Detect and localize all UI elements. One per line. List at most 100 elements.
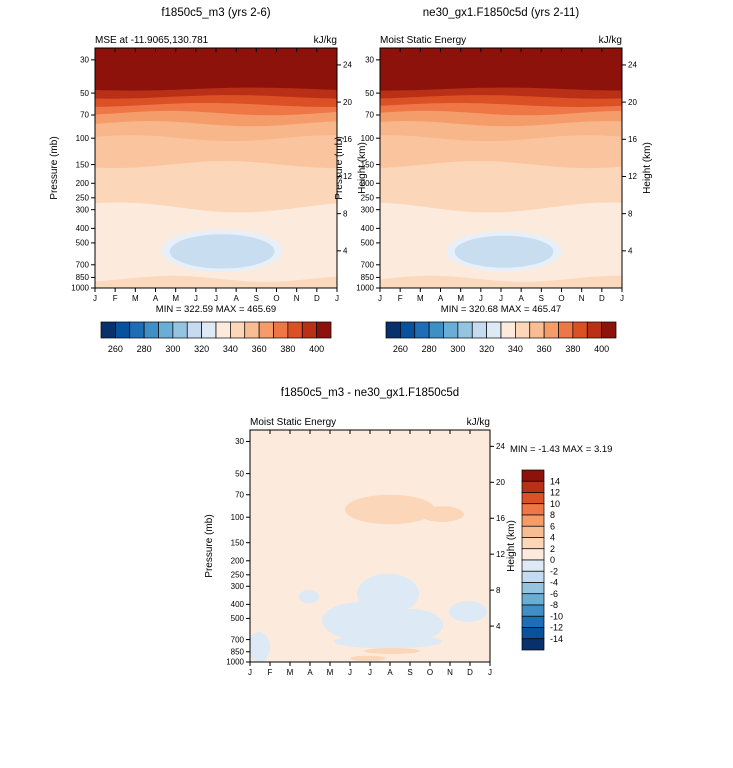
svg-text:-12: -12: [550, 623, 563, 633]
svg-text:O: O: [273, 294, 279, 303]
plot-axes: [246, 429, 494, 666]
svg-text:N: N: [294, 294, 300, 303]
panel-a-pressure-axis-title: Pressure (mb): [49, 136, 60, 199]
svg-text:12: 12: [343, 172, 352, 181]
svg-text:340: 340: [508, 344, 523, 354]
svg-text:J: J: [335, 294, 339, 303]
svg-text:300: 300: [165, 344, 180, 354]
svg-text:400: 400: [594, 344, 609, 354]
svg-text:2: 2: [550, 544, 555, 554]
svg-text:F: F: [268, 668, 273, 677]
svg-text:260: 260: [393, 344, 408, 354]
svg-text:700: 700: [76, 260, 90, 269]
panel-c-height-axis-title: Height (km): [506, 520, 517, 572]
svg-text:-6: -6: [550, 589, 558, 599]
tick-labels: J F M A M J J A S O N D J 30 50 70 100 150 200 250 300 400 500…: [71, 56, 352, 303]
panel-a-height-axis-title: Height (km): [357, 142, 368, 194]
svg-text:30: 30: [365, 56, 374, 65]
svg-text:24: 24: [628, 61, 637, 70]
panel-b-title: ne30_gx1.F1850c5d (yrs 2-11): [423, 7, 580, 19]
panel-b-minmax-stats: MIN = 320.68 MAX = 465.47: [441, 304, 561, 315]
svg-text:M: M: [287, 668, 294, 677]
panel-c-left-string: Moist Static Energy: [250, 417, 336, 428]
svg-text:A: A: [233, 294, 239, 303]
svg-text:4: 4: [550, 533, 555, 543]
svg-text:100: 100: [231, 513, 245, 522]
svg-text:300: 300: [231, 582, 245, 591]
svg-text:A: A: [387, 668, 393, 677]
svg-text:-4: -4: [550, 578, 558, 588]
svg-text:200: 200: [231, 556, 245, 565]
panel-a-minmax-stats: MIN = 322.59 MAX = 465.69: [156, 304, 276, 315]
svg-text:260: 260: [108, 344, 123, 354]
svg-text:D: D: [314, 294, 320, 303]
svg-text:850: 850: [76, 273, 90, 282]
svg-text:M: M: [417, 294, 424, 303]
panel-c-pressure-axis-title: Pressure (mb): [204, 514, 215, 577]
svg-text:500: 500: [231, 614, 245, 623]
plot-axes: [91, 47, 341, 292]
svg-text:70: 70: [365, 111, 374, 120]
svg-text:250: 250: [361, 194, 375, 203]
svg-text:J: J: [248, 668, 252, 677]
svg-text:400: 400: [361, 224, 375, 233]
svg-text:-14: -14: [550, 634, 563, 644]
svg-text:320: 320: [194, 344, 209, 354]
svg-text:150: 150: [76, 160, 90, 169]
svg-text:M: M: [132, 294, 139, 303]
svg-text:0: 0: [550, 555, 555, 565]
svg-text:F: F: [398, 294, 403, 303]
svg-text:20: 20: [628, 98, 637, 107]
svg-text:-10: -10: [550, 611, 563, 621]
svg-text:-2: -2: [550, 566, 558, 576]
svg-text:A: A: [153, 294, 159, 303]
colorbar: 260 280 300 320 340 360 380 400: [385, 321, 617, 354]
svg-text:S: S: [407, 668, 412, 677]
svg-text:J: J: [378, 294, 382, 303]
svg-text:320: 320: [479, 344, 494, 354]
svg-text:M: M: [172, 294, 179, 303]
svg-text:A: A: [438, 294, 444, 303]
svg-text:12: 12: [628, 172, 637, 181]
panel-c-minmax-stats: MIN = -1.43 MAX = 3.19: [510, 444, 612, 455]
svg-text:N: N: [447, 668, 453, 677]
svg-text:30: 30: [80, 56, 89, 65]
svg-text:100: 100: [361, 134, 375, 143]
svg-text:O: O: [558, 294, 564, 303]
plots-graphics: J F M A M J J A S O N D J305070100150200250300400500…: [71, 47, 637, 677]
svg-text:360: 360: [252, 344, 267, 354]
svg-text:J: J: [479, 294, 483, 303]
svg-text:6: 6: [550, 521, 555, 531]
svg-text:360: 360: [537, 344, 552, 354]
svg-text:50: 50: [365, 89, 374, 98]
svg-text:J: J: [214, 294, 218, 303]
svg-text:150: 150: [231, 538, 245, 547]
svg-text:850: 850: [361, 273, 375, 282]
svg-text:M: M: [327, 668, 334, 677]
svg-text:8: 8: [628, 209, 633, 218]
svg-text:8: 8: [550, 510, 555, 520]
svg-text:A: A: [518, 294, 524, 303]
svg-text:300: 300: [361, 205, 375, 214]
svg-text:500: 500: [361, 239, 375, 248]
svg-text:340: 340: [223, 344, 238, 354]
panel-a-units-label: kJ/kg: [314, 35, 337, 46]
svg-text:500: 500: [76, 239, 90, 248]
svg-text:20: 20: [343, 98, 352, 107]
svg-text:A: A: [307, 668, 313, 677]
contour-field: [95, 48, 337, 288]
svg-text:200: 200: [361, 179, 375, 188]
svg-text:-8: -8: [550, 600, 558, 610]
svg-text:N: N: [579, 294, 585, 303]
svg-text:150: 150: [361, 160, 375, 169]
svg-text:1000: 1000: [71, 284, 89, 293]
svg-text:24: 24: [343, 61, 352, 70]
svg-text:400: 400: [76, 224, 90, 233]
svg-text:380: 380: [565, 344, 580, 354]
svg-text:280: 280: [422, 344, 437, 354]
svg-text:70: 70: [80, 111, 89, 120]
svg-text:400: 400: [309, 344, 324, 354]
svg-text:4: 4: [343, 247, 348, 256]
